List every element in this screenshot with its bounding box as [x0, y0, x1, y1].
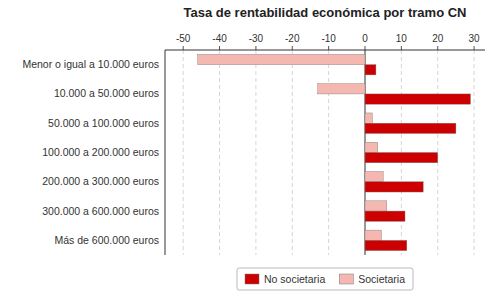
category-label: 50.000 a 100.000 euros — [48, 117, 159, 129]
bar — [365, 142, 378, 152]
tick-mark — [219, 46, 220, 50]
tick-mark — [401, 46, 402, 50]
title: Tasa de rentabilidad económica por tramo… — [184, 5, 467, 20]
bar — [365, 94, 470, 104]
legend-swatch — [245, 274, 259, 284]
grid-line — [292, 50, 293, 255]
bar — [365, 240, 407, 250]
legend: No societaria Societaria — [237, 268, 413, 290]
category-label: 100.000 a 200.000 euros — [42, 146, 159, 158]
tick-label: 20 — [432, 33, 444, 44]
category-label: 200.000 a 300.000 euros — [42, 175, 159, 187]
category-label: Menor o igual a 10.000 euros — [22, 58, 159, 70]
tick-mark — [328, 46, 329, 50]
x-axis-line — [165, 50, 485, 51]
tick-label: -30 — [249, 33, 264, 44]
bar — [198, 54, 365, 64]
tick-mark — [365, 46, 366, 50]
chart-container: Tasa de rentabilidad económica por tramo… — [0, 0, 500, 300]
bar — [365, 230, 381, 240]
bar — [365, 172, 383, 182]
y-axis-line — [165, 50, 166, 255]
category-label: 10.000 a 50.000 euros — [54, 87, 159, 99]
chart: Tasa de rentabilidad económica por tramo… — [0, 0, 500, 300]
bar — [365, 211, 405, 221]
tick-label: -50 — [176, 33, 191, 44]
grid-line — [183, 50, 184, 255]
bar — [365, 182, 423, 192]
tick-mark — [292, 46, 293, 50]
tick-label: 10 — [396, 33, 408, 44]
grid — [183, 50, 474, 255]
tick-label: 30 — [469, 33, 481, 44]
tick-label: -40 — [212, 33, 227, 44]
bar — [365, 113, 372, 123]
bar — [365, 153, 438, 163]
category-label: Más de 600.000 euros — [55, 234, 160, 246]
tick-mark — [255, 46, 256, 50]
legend-label: No societaria — [264, 273, 325, 285]
bar — [365, 123, 456, 133]
grid-line — [328, 50, 329, 255]
tick-label: -10 — [321, 33, 336, 44]
tick-mark — [437, 46, 438, 50]
bar — [365, 201, 387, 211]
tick-label: -20 — [285, 33, 300, 44]
tick-label: 0 — [362, 33, 368, 44]
bar — [318, 84, 365, 94]
legend-swatch — [339, 274, 353, 284]
legend-label: Societaria — [358, 273, 405, 285]
bar — [365, 65, 376, 75]
legend-frame — [237, 268, 413, 290]
grid-line — [255, 50, 256, 255]
tick-mark — [183, 46, 184, 50]
grid-line — [474, 50, 475, 255]
category-label: 300.000 a 600.000 euros — [42, 205, 159, 217]
bars — [198, 54, 471, 250]
tick-mark — [474, 46, 475, 50]
grid-line — [219, 50, 220, 255]
